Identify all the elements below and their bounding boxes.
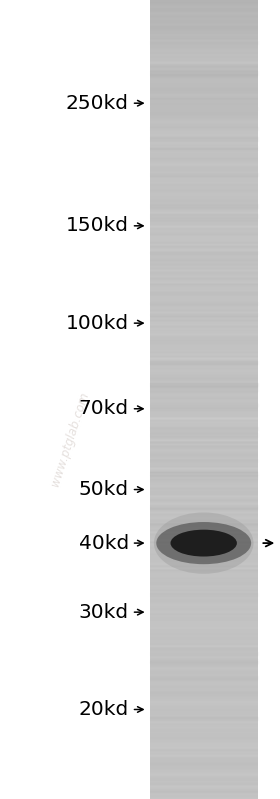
Bar — [150, 676, 258, 679]
Bar — [150, 652, 258, 655]
Bar — [150, 593, 258, 596]
Bar — [150, 505, 258, 508]
Bar — [150, 475, 258, 479]
Bar — [150, 388, 258, 391]
Text: 20kd: 20kd — [79, 700, 129, 719]
Bar — [150, 302, 258, 305]
Bar — [150, 71, 258, 74]
Bar — [150, 403, 258, 407]
Bar — [150, 214, 258, 217]
Bar — [150, 137, 258, 141]
Bar — [150, 173, 258, 176]
Bar — [150, 107, 258, 110]
Bar — [150, 41, 258, 44]
Text: 100kd: 100kd — [66, 314, 129, 332]
Bar — [150, 427, 258, 431]
Ellipse shape — [156, 522, 251, 564]
Bar — [150, 659, 258, 662]
Text: 30kd: 30kd — [79, 602, 129, 622]
Bar — [150, 384, 258, 387]
Bar — [150, 384, 258, 387]
Bar — [150, 717, 258, 720]
Bar — [150, 313, 258, 316]
Ellipse shape — [154, 512, 253, 574]
Bar — [150, 434, 258, 437]
Bar — [150, 472, 258, 475]
Bar — [150, 403, 258, 407]
Bar — [150, 459, 258, 463]
Text: 150kd: 150kd — [66, 217, 129, 236]
Text: 250kd: 250kd — [66, 93, 129, 113]
Text: www.ptglab.com: www.ptglab.com — [49, 391, 91, 488]
Text: 70kd: 70kd — [79, 400, 129, 418]
Bar — [150, 205, 258, 208]
Ellipse shape — [171, 530, 237, 557]
Bar — [150, 146, 258, 149]
Text: 40kd: 40kd — [79, 534, 129, 553]
Bar — [150, 251, 258, 254]
Text: 50kd: 50kd — [79, 480, 129, 499]
Bar — [150, 360, 258, 364]
Bar — [150, 661, 258, 664]
Bar — [150, 127, 258, 130]
